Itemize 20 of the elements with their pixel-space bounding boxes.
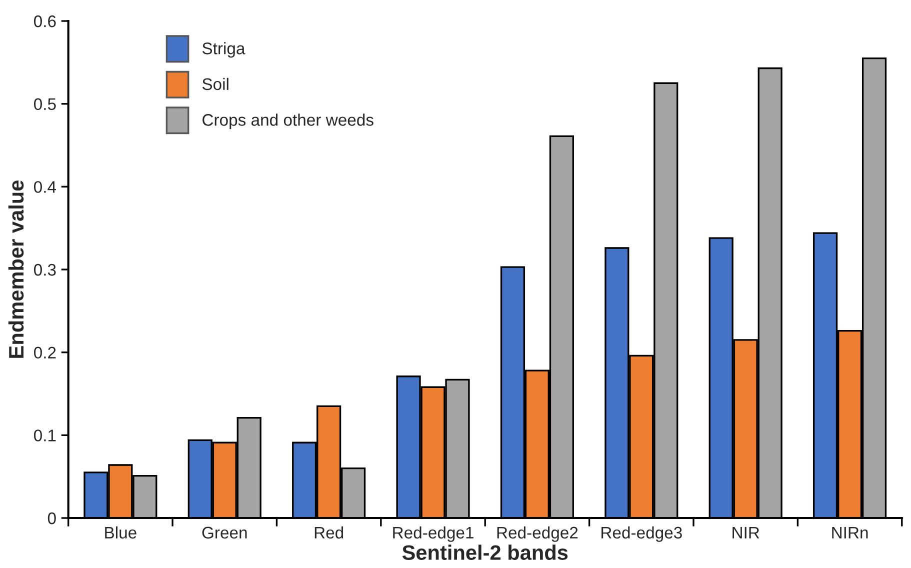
- y-tick-label: 0.6: [34, 15, 56, 28]
- legend-label: Soil: [202, 78, 228, 90]
- y-tick-label: 0.2: [34, 346, 56, 359]
- y-axis-title: Endmember value: [8, 180, 24, 358]
- y-tick-label: 0.1: [34, 430, 56, 442]
- y-tick-label: 0.5: [34, 98, 56, 110]
- x-tick-label: Red-edge3: [602, 526, 682, 542]
- x-tick-label: Blue: [105, 526, 136, 539]
- legend-label: Crops and other weeds: [202, 114, 374, 130]
- x-axis-title: Sentinel-2 bands: [402, 544, 568, 560]
- x-tick-label: Green: [202, 526, 247, 539]
- y-tick-label: 0.3: [34, 264, 56, 276]
- x-tick-label: Red-edge2: [497, 526, 578, 542]
- y-tick-label: 0: [48, 512, 56, 524]
- x-tick-label: NIR: [732, 526, 760, 538]
- x-tick-label: NIRn: [832, 526, 868, 538]
- legend-label: Striga: [202, 42, 246, 58]
- y-tick-label: 0.4: [34, 181, 56, 193]
- x-tick-label: Red: [314, 526, 344, 539]
- x-tick-label: Red-edge1: [393, 526, 474, 542]
